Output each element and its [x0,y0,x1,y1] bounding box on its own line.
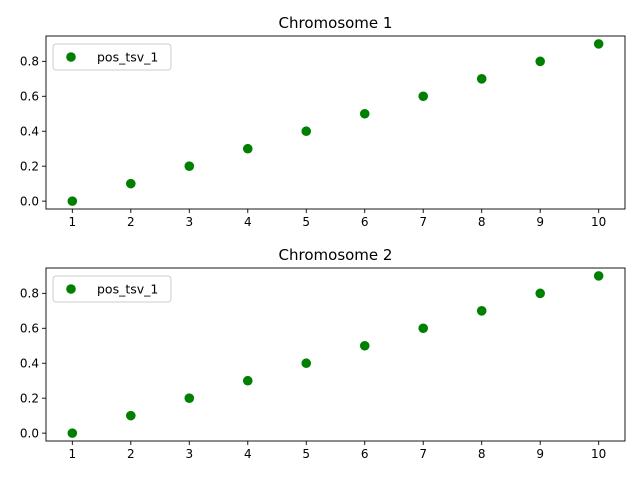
data-point [535,56,545,67]
axes-frame [45,35,626,210]
x-tick-label: 9 [536,447,544,461]
chart-title: Chromosome 1 [279,14,393,32]
y-tick-label: 0.4 [20,357,39,371]
data-point [67,428,78,438]
x-tick-label: 6 [361,447,369,461]
x-tick-label: 6 [361,215,369,229]
chart-title: Chromosome 2 [279,246,393,264]
x-tick-label: 5 [302,215,310,229]
x-tick-label: 2 [127,447,135,461]
x-tick-label: 4 [244,215,252,229]
x-tick-label: 2 [127,215,135,229]
data-point [476,306,487,316]
data-point [418,91,429,102]
y-tick-label: 0.6 [20,90,39,104]
data-point [67,196,78,206]
legend-marker [66,284,76,294]
data-point [359,340,370,351]
x-tick-label: 10 [591,447,606,461]
x-tick-label: 1 [68,447,76,461]
x-tick-label: 7 [419,447,427,461]
y-tick-label: 0.8 [20,287,39,301]
axes-frame [45,267,626,442]
data-point [301,358,312,369]
x-tick-label: 4 [244,447,252,461]
legend-frame [52,43,172,71]
data-point [126,410,136,421]
data-point [242,143,253,154]
data-point [126,178,136,189]
x-tick-label: 7 [419,215,427,229]
x-tick-label: 3 [185,447,193,461]
x-tick-label: 5 [302,447,310,461]
legend-frame [52,275,172,303]
y-tick-label: 0.0 [20,426,39,440]
data-point [359,108,370,119]
data-point [418,323,429,334]
data-point [476,74,487,84]
legend-marker [66,52,76,62]
y-tick-label: 0.2 [20,391,39,405]
subplot-1: Chromosome 1 1 2 3 4 5 6 7 8 9 10 0.0 0.2 0.4 0.6 0.8 po… [20,14,626,229]
legend: pos_tsv_1 [52,275,172,303]
y-tick-label: 0.8 [20,55,39,69]
y-tick-label: 0.6 [20,322,39,336]
data-point [184,161,195,171]
x-tick-label: 3 [185,215,193,229]
x-tick-label: 1 [68,215,76,229]
subplot-2: Chromosome 2 1 2 3 4 5 6 7 8 9 10 0.0 0.2 0.4 0.6 0.8 po… [20,246,626,461]
data-point [593,271,604,281]
legend-label: pos_tsv_1 [97,50,158,65]
legend: pos_tsv_1 [52,43,172,71]
data-point [242,375,253,386]
data-point [593,39,604,49]
legend-label: pos_tsv_1 [97,282,158,297]
data-point [301,126,312,137]
y-tick-label: 0.0 [20,194,39,208]
x-tick-label: 9 [536,215,544,229]
x-tick-label: 8 [478,447,486,461]
y-tick-label: 0.4 [20,125,39,139]
x-tick-label: 10 [591,215,606,229]
x-tick-label: 8 [478,215,486,229]
data-point [184,393,195,403]
y-tick-label: 0.2 [20,159,39,173]
data-point [535,288,545,299]
